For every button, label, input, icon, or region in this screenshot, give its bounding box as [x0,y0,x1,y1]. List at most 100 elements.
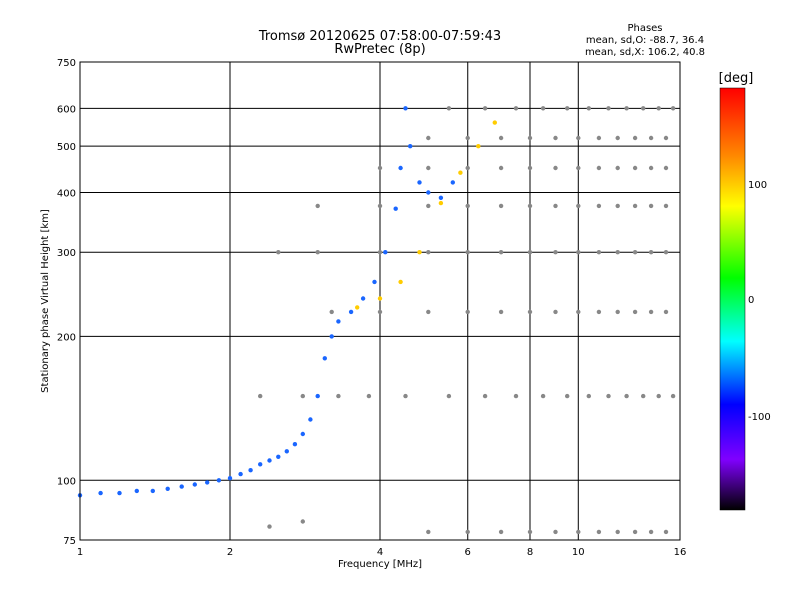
data-point [648,203,654,209]
x-tick-label: 10 [572,547,585,558]
y-tick-label: 750 [57,58,76,69]
data-point [426,309,431,315]
data-point [366,393,372,399]
data-point [300,431,305,437]
scatter-series [267,519,669,535]
y-tick-labels: 75 100 200 300 400 500 600 750 [57,58,76,547]
data-point [315,203,320,209]
data-point [663,250,669,255]
plot-frame [79,61,681,541]
data-point [656,393,661,399]
data-point [527,165,533,171]
y-tick-label: 600 [57,104,76,115]
data-point [465,135,470,141]
data-point [336,393,341,399]
data-point [641,393,646,399]
data-point [465,165,470,171]
data-point [450,180,455,185]
data-point [615,203,620,209]
scatter-series [355,120,497,310]
data-point [576,203,581,209]
x-tick-label: 8 [527,547,533,558]
data-point [615,165,620,171]
data-point [315,393,320,399]
data-point [227,476,233,481]
data-point [492,120,497,125]
data-point [553,203,558,209]
data-point [576,135,581,141]
data-point [446,106,452,111]
data-point [258,393,263,399]
data-point [576,309,581,315]
data-point [615,529,620,535]
data-point [205,480,210,485]
data-point [663,135,669,141]
data-point [267,524,272,529]
data-point [632,135,638,141]
data-point [403,106,408,111]
y-tick-label: 200 [57,332,76,343]
data-point [267,458,272,463]
x-tick-label: 6 [465,547,471,558]
data-point [377,296,383,301]
x-tick-labels: 1 2 4 6 8 10 16 [77,547,687,558]
data-point [322,356,327,361]
data-point [632,250,638,255]
data-point [527,309,533,315]
data-point [292,442,298,447]
data-point [632,165,638,171]
data-point [377,203,383,209]
data-point [165,486,170,491]
data-point [417,250,422,255]
data-point [648,165,654,171]
data-point [498,250,504,255]
scatter-series [329,309,669,315]
scatter-series [446,106,676,111]
data-point [553,135,558,141]
data-point [248,468,253,473]
data-point [663,203,669,209]
data-point [624,393,629,399]
x-tick-label: 16 [674,547,687,558]
data-point [377,165,383,171]
x-axis-label: Frequency [MHz] [338,559,422,570]
data-point [426,190,431,195]
data-point [398,279,403,285]
data-point [336,319,341,324]
data-point [465,529,470,535]
data-point [276,250,281,255]
data-point [315,250,320,255]
data-point [476,144,481,149]
data-point [648,250,654,255]
y-tick-label: 300 [57,248,76,259]
data-point [498,203,504,209]
data-point [553,529,558,535]
data-point [438,200,444,206]
data-point [624,106,629,111]
data-point [553,250,558,255]
data-point [426,135,431,141]
data-point [150,488,155,494]
data-point [238,471,243,477]
data-point [498,309,504,315]
data-point [648,135,654,141]
data-point [527,135,533,141]
scatter-series [426,135,669,141]
chart-subtitle: RwPretec (8p) [334,42,425,57]
data-point [377,250,383,255]
data-point [426,250,431,255]
data-point [284,449,289,454]
data-point [553,165,558,171]
data-point [465,250,470,255]
data-point [670,106,676,111]
data-point [615,250,620,255]
y-tick-label: 400 [57,188,76,199]
y-tick-label: 100 [57,476,76,487]
data-point [586,393,591,399]
data-point [670,393,676,399]
data-point [596,135,602,141]
data-point [576,165,581,171]
data-point [372,279,377,285]
data-point [527,529,533,535]
